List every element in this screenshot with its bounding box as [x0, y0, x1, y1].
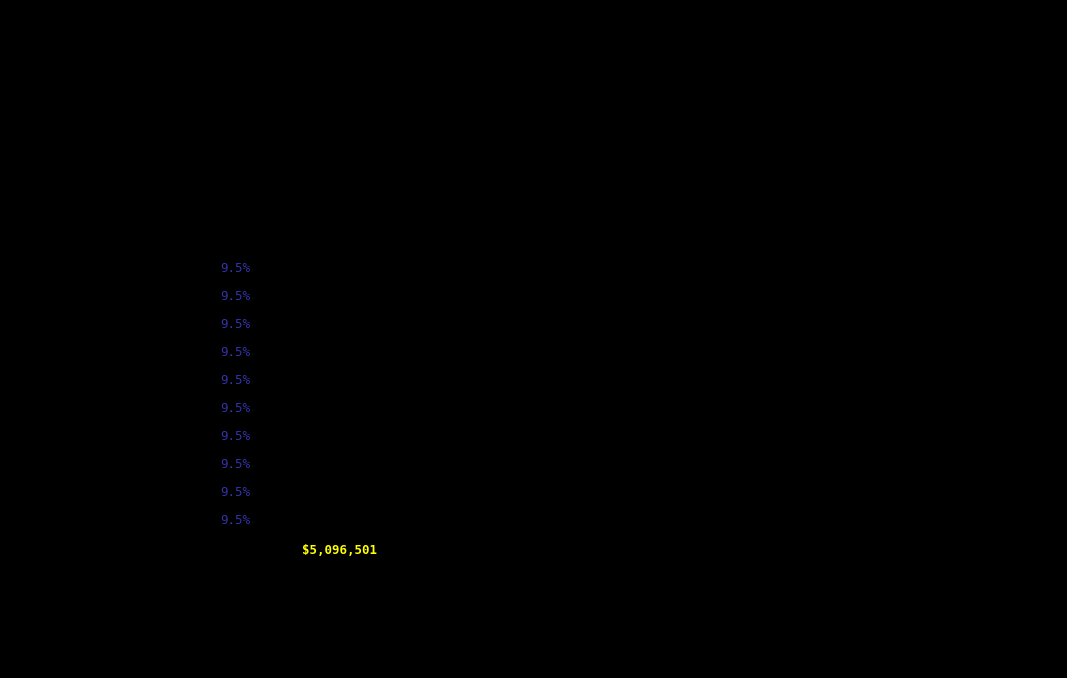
Text: 9.5%: 9.5%: [220, 401, 250, 414]
Text: 9.5%: 9.5%: [220, 290, 250, 302]
Text: 9.5%: 9.5%: [220, 262, 250, 275]
Text: 9.5%: 9.5%: [220, 429, 250, 443]
Text: 9.5%: 9.5%: [220, 374, 250, 386]
Text: 9.5%: 9.5%: [220, 513, 250, 527]
Text: $5,096,501: $5,096,501: [302, 544, 377, 557]
Text: 9.5%: 9.5%: [220, 458, 250, 471]
Text: 9.5%: 9.5%: [220, 346, 250, 359]
Text: 9.5%: 9.5%: [220, 317, 250, 330]
Text: 9.5%: 9.5%: [220, 485, 250, 498]
